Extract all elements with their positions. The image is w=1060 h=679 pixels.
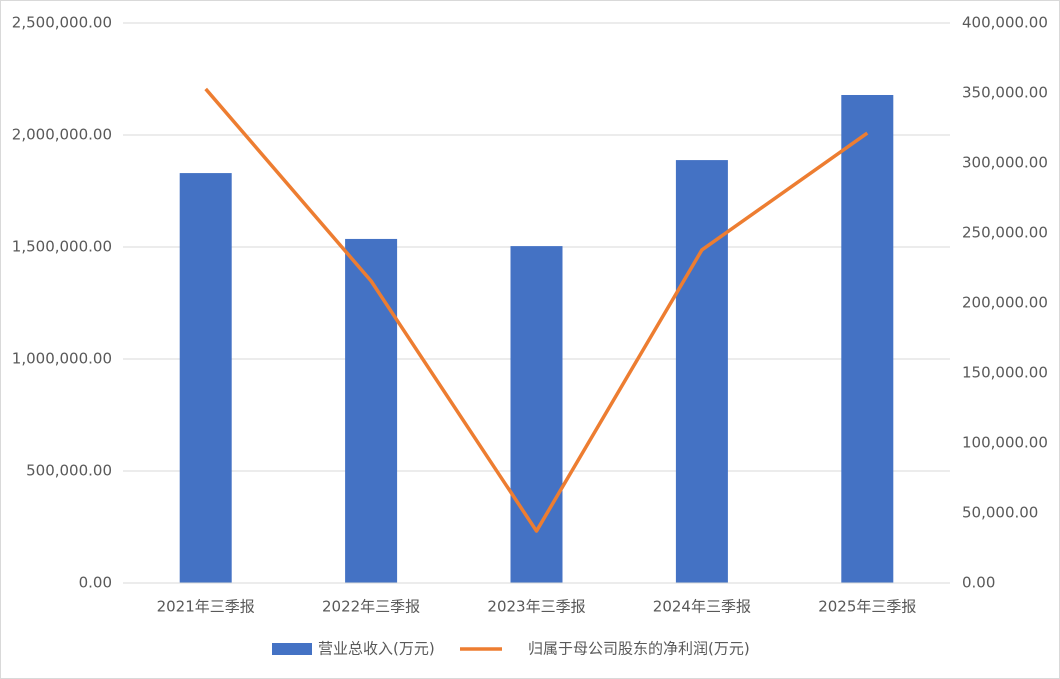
y-tick-label: 0.00: [79, 574, 112, 592]
legend-label: 营业总收入(万元): [318, 640, 435, 658]
bar: [675, 160, 728, 583]
bar: [179, 173, 232, 583]
y2-tick-label: 300,000.00: [962, 154, 1048, 172]
y-tick-label: 500,000.00: [26, 462, 112, 480]
y2-tick-label: 350,000.00: [962, 84, 1048, 102]
bar: [510, 246, 563, 583]
x-tick-label: 2025年三季报: [818, 598, 916, 616]
y2-tick-label: 400,000.00: [962, 14, 1048, 32]
x-tick-label: 2021年三季报: [157, 598, 255, 616]
y2-tick-label: 150,000.00: [962, 364, 1048, 382]
y2-tick-label: 100,000.00: [962, 434, 1048, 452]
y2-tick-label: 200,000.00: [962, 294, 1048, 312]
legend-label: 归属于母公司股东的净利润(万元): [528, 640, 750, 658]
y2-tick-label: 50,000.00: [962, 504, 1038, 522]
bar: [841, 94, 894, 584]
y2-tick-label: 250,000.00: [962, 224, 1048, 242]
y-tick-label: 1,000,000.00: [12, 350, 112, 368]
x-tick-label: 2022年三季报: [322, 598, 420, 616]
line: [204, 87, 869, 533]
x-tick-label: 2023年三季报: [487, 598, 585, 616]
y-tick-label: 2,500,000.00: [12, 14, 112, 32]
x-tick-label: 2024年三季报: [653, 598, 751, 616]
y-tick-label: 1,500,000.00: [12, 238, 112, 256]
y2-tick-label: 0.00: [962, 574, 995, 592]
y-tick-label: 2,000,000.00: [12, 126, 112, 144]
bar: [345, 238, 398, 583]
legend-swatch: [272, 643, 312, 655]
